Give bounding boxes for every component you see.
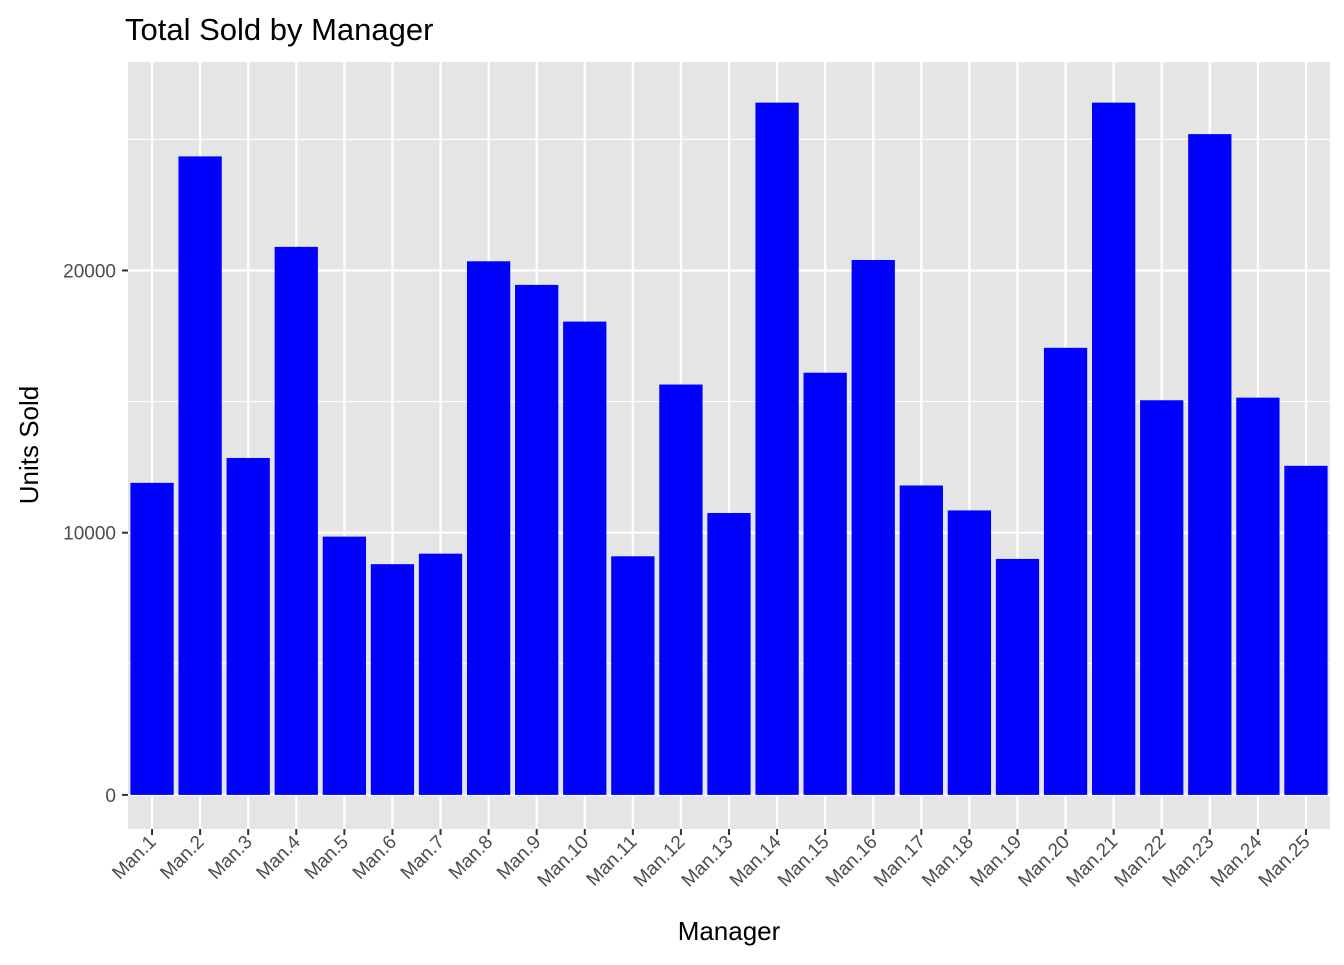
x-tick-label: Man.15 (774, 832, 834, 892)
x-tick-label: Man.12 (630, 832, 690, 892)
bar-man-6 (370, 564, 415, 795)
bar-man-24 (1236, 397, 1280, 795)
bar-man-3 (226, 457, 270, 795)
y-tick-label: 10000 (63, 524, 116, 545)
x-tick-label: Man.2 (156, 832, 208, 884)
bar-man-20 (1043, 347, 1088, 795)
x-tick-label: Man.1 (108, 832, 160, 884)
bars (130, 102, 1328, 795)
bar-man-7 (418, 553, 463, 795)
bar-man-12 (659, 384, 703, 795)
x-tick-label: Man.21 (1063, 832, 1123, 892)
bar-man-8 (466, 261, 511, 795)
bar-man-13 (707, 513, 751, 795)
x-tick-label: Man.4 (253, 831, 305, 883)
x-tick-label: Man.13 (678, 832, 738, 892)
chart-title: Total Sold by Manager (125, 12, 433, 47)
y-axis-title: Units Sold (14, 386, 44, 505)
bar-man-15 (803, 372, 847, 795)
x-tick-label: Man.18 (918, 832, 978, 892)
bar-man-1 (130, 482, 174, 795)
y-axis: 0 10000 20000 (63, 261, 128, 807)
x-tick-label: Man.22 (1111, 832, 1171, 892)
x-tick-label: Man.7 (397, 832, 449, 884)
x-tick-label: Man.23 (1159, 832, 1219, 892)
x-tick-label: Man.25 (1255, 832, 1315, 892)
bar-man-10 (563, 321, 607, 795)
bar-man-19 (995, 558, 1040, 795)
bar-man-14 (755, 102, 799, 795)
x-axis-title: Manager (678, 916, 781, 946)
x-tick-label: Man.14 (726, 831, 786, 891)
x-axis: Man.1Man.2Man.3Man.4Man.5Man.6Man.7Man.8… (108, 829, 1314, 891)
x-tick-label: Man.10 (534, 832, 594, 892)
bar-man-22 (1140, 400, 1184, 795)
bar-man-23 (1188, 134, 1232, 795)
x-tick-label: Man.24 (1207, 831, 1267, 891)
x-tick-label: Man.20 (1014, 832, 1074, 892)
bar-man-2 (178, 156, 222, 795)
bar-man-16 (851, 259, 895, 795)
x-tick-label: Man.6 (349, 832, 401, 884)
bar-man-4 (274, 246, 318, 795)
bar-man-11 (611, 556, 655, 795)
bar-man-5 (322, 536, 366, 795)
bar-man-9 (515, 284, 559, 795)
x-tick-label: Man.17 (870, 832, 930, 892)
x-tick-label: Man.5 (301, 832, 353, 884)
x-tick-label: Man.11 (583, 832, 642, 891)
bar-man-17 (899, 485, 943, 795)
x-tick-label: Man.3 (205, 832, 257, 884)
y-tick-label: 0 (105, 786, 116, 807)
x-tick-label: Man.8 (445, 832, 497, 884)
x-tick-label: Man.19 (966, 832, 1026, 892)
bar-man-21 (1092, 102, 1136, 795)
y-tick-label: 20000 (63, 261, 116, 282)
x-tick-label: Man.16 (822, 832, 882, 892)
bar-man-18 (947, 510, 992, 795)
bar-man-25 (1284, 465, 1328, 795)
